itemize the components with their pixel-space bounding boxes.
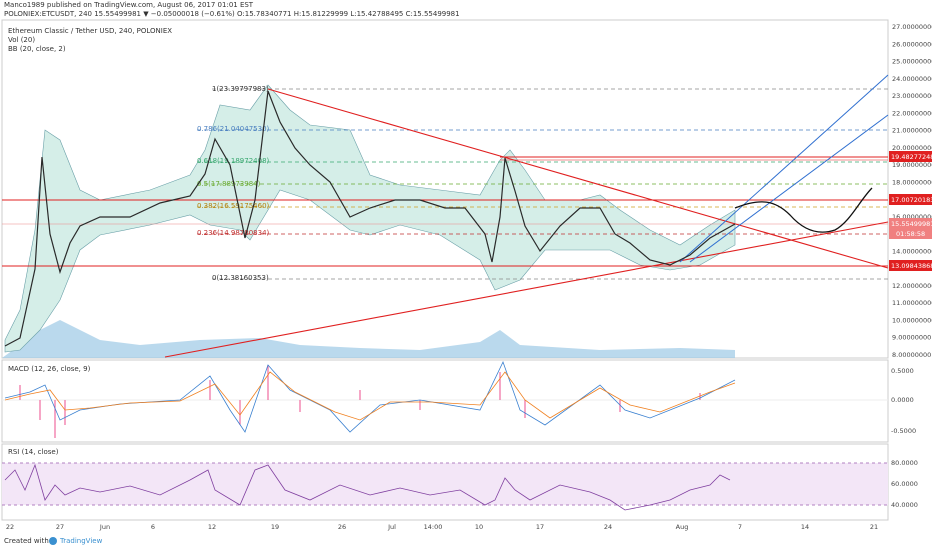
date-tick: 19 bbox=[271, 523, 279, 531]
fib-label: 0.618(19.18972408) bbox=[197, 157, 270, 165]
price-mark: 15.55499981 bbox=[891, 220, 932, 228]
date-tick: 26 bbox=[338, 523, 346, 531]
price-tick: 21.00000000 bbox=[892, 127, 932, 135]
macd-tick: -0.5000 bbox=[891, 427, 916, 435]
fib-label: 0(12.38160353) bbox=[212, 274, 269, 282]
price-mark: 17.00720183 bbox=[891, 196, 932, 204]
price-tick: 8.00000000 bbox=[892, 351, 931, 359]
date-tick: 10 bbox=[475, 523, 483, 531]
legend-bb: BB (20, close, 2) bbox=[8, 45, 66, 53]
trend-line bbox=[267, 88, 889, 269]
legend-symbol: Ethereum Classic / Tether USD, 240, POLO… bbox=[8, 27, 172, 35]
fib-label: 0.5(17.88973984) bbox=[197, 180, 261, 188]
header-line2: POLONIEX:ETCUSDT, 240 15.55499981 ▼ −0.0… bbox=[4, 10, 460, 18]
date-tick: 14:00 bbox=[424, 523, 443, 531]
channel-line bbox=[679, 74, 889, 263]
macd-line bbox=[4, 360, 736, 433]
macd-pane bbox=[1, 359, 889, 443]
price-line bbox=[4, 90, 736, 347]
date-tick: 22 bbox=[6, 523, 14, 531]
price-tick: 26.00000000 bbox=[892, 40, 932, 48]
channel-line bbox=[689, 114, 889, 263]
price-tick: 20.00000000 bbox=[892, 144, 932, 152]
macd-tick: 0.5000 bbox=[891, 367, 914, 375]
date-axis: 22 27 Jun 6 12 19 26 Jul 14:00 10 17 24 Aug 7 14 21 bbox=[6, 523, 878, 531]
price-mark-bg bbox=[889, 151, 932, 162]
date-tick: 7 bbox=[738, 523, 742, 531]
fib-label: 0.786(21.04047530) bbox=[197, 125, 270, 133]
legend-vol: Vol (20) bbox=[8, 36, 35, 44]
trend-line bbox=[164, 221, 889, 358]
rsi-tick: 60.0000 bbox=[891, 480, 918, 488]
price-tick: 23.00000000 bbox=[892, 92, 932, 100]
price-tick: 25.00000000 bbox=[892, 58, 932, 66]
volume-area bbox=[2, 320, 735, 358]
fib-label: 0.382(16.59175460) bbox=[197, 202, 270, 210]
price-tick: 12.00000000 bbox=[892, 282, 932, 290]
price-mark: 19.48277248 bbox=[891, 153, 932, 161]
date-tick: Jun bbox=[99, 523, 110, 531]
footer-logo bbox=[49, 537, 57, 545]
price-tick: 18.00000000 bbox=[892, 178, 932, 186]
price-mark: 01:58:58 bbox=[896, 230, 925, 238]
price-tick: 14.00000000 bbox=[892, 247, 932, 255]
legend-rsi: RSI (14, close) bbox=[8, 448, 59, 456]
header-line1: Manco1989 published on TradingView.com, … bbox=[4, 1, 254, 9]
footer-brand[interactable]: TradingView bbox=[59, 537, 103, 545]
price-tick: 22.00000000 bbox=[892, 109, 932, 117]
date-tick: 21 bbox=[870, 523, 878, 531]
price-mark-bg bbox=[889, 194, 932, 205]
rsi-tick: 80.0000 bbox=[891, 459, 918, 467]
price-tick: 9.00000000 bbox=[892, 334, 931, 342]
price-mark-bg bbox=[889, 218, 932, 229]
date-tick: Jul bbox=[387, 523, 396, 531]
date-tick: 17 bbox=[536, 523, 544, 531]
date-tick: 6 bbox=[151, 523, 155, 531]
fib-labels: 1(23.39797983) 0.786(21.04047530) 0.618(… bbox=[197, 85, 270, 282]
date-tick: 24 bbox=[604, 523, 612, 531]
rsi-band bbox=[2, 463, 888, 505]
price-tick: 16.00000000 bbox=[892, 213, 932, 221]
rsi-line bbox=[4, 463, 731, 511]
rsi-tick: 40.0000 bbox=[891, 501, 918, 509]
fib-label: 1(23.39797983) bbox=[212, 85, 269, 93]
price-mark-bg bbox=[889, 260, 932, 271]
footer-created: Created with bbox=[4, 537, 49, 545]
date-tick: 12 bbox=[208, 523, 216, 531]
price-tick: 24.00000000 bbox=[892, 75, 932, 83]
signal-line bbox=[4, 371, 736, 421]
price-tick: 27.00000000 bbox=[892, 23, 932, 31]
macd-tick: 0.0000 bbox=[891, 396, 914, 404]
projection-curve bbox=[734, 187, 873, 233]
macd-histogram bbox=[19, 365, 701, 438]
price-tick: 11.00000000 bbox=[892, 299, 932, 307]
price-tick: 19.00000000 bbox=[892, 161, 932, 169]
date-tick: 27 bbox=[56, 523, 64, 531]
legend-macd: MACD (12, 26, close, 9) bbox=[8, 365, 91, 373]
fib-levels bbox=[197, 88, 888, 280]
price-mark: 13.09843868 bbox=[891, 262, 932, 270]
price-mark-bg bbox=[889, 229, 932, 239]
price-tick: 10.00000000 bbox=[892, 316, 932, 324]
date-tick: 14 bbox=[801, 523, 809, 531]
fib-label: 0.236(14.98780834) bbox=[197, 229, 270, 237]
red-levels bbox=[2, 88, 889, 358]
date-tick: Aug bbox=[676, 523, 689, 531]
bollinger-band bbox=[4, 84, 736, 353]
